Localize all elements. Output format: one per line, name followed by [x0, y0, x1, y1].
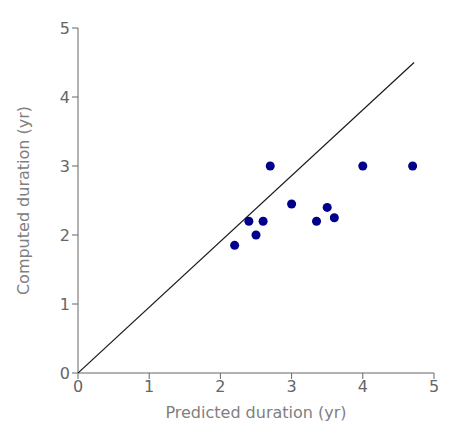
svg-text:1: 1 — [60, 295, 70, 314]
svg-text:4: 4 — [358, 377, 368, 396]
svg-text:1: 1 — [144, 377, 154, 396]
svg-text:2: 2 — [60, 226, 70, 245]
svg-text:2: 2 — [215, 377, 225, 396]
svg-text:5: 5 — [60, 19, 70, 38]
svg-text:4: 4 — [60, 88, 70, 107]
svg-text:0: 0 — [60, 364, 70, 383]
svg-text:0: 0 — [73, 377, 83, 396]
svg-text:3: 3 — [60, 157, 70, 176]
svg-text:Computed duration (yr): Computed duration (yr) — [14, 106, 33, 295]
svg-text:3: 3 — [287, 377, 297, 396]
svg-text:5: 5 — [429, 377, 439, 396]
svg-text:Predicted duration (yr): Predicted duration (yr) — [165, 403, 346, 422]
